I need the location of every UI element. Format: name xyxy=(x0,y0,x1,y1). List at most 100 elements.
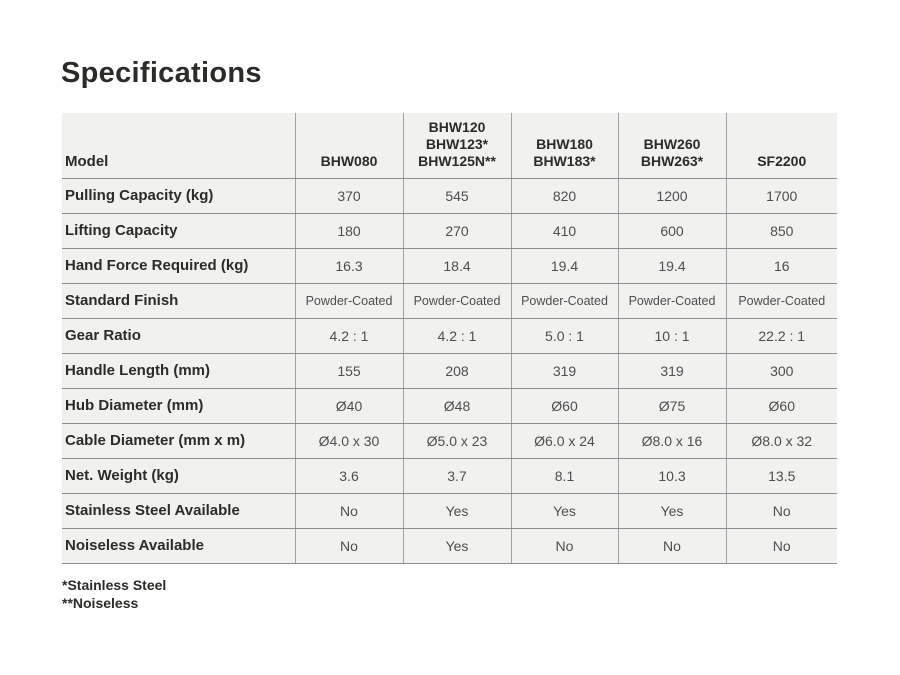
spec-row-label: Stainless Steel Available xyxy=(62,493,295,529)
model-header-cell: Model xyxy=(62,113,295,179)
spec-value-cell: 319 xyxy=(617,353,726,389)
spec-row-label: Hub Diameter (mm) xyxy=(62,388,295,424)
spec-value-cell: 319 xyxy=(510,353,618,389)
product-header-cell: SF2200 xyxy=(725,113,837,179)
spec-value-cell: Yes xyxy=(402,493,511,529)
spec-value-cell: Ø60 xyxy=(510,388,618,424)
spec-value-cell: Yes xyxy=(402,528,511,564)
spec-value-cell: 850 xyxy=(725,213,837,249)
model-name: BHW120 xyxy=(428,118,486,135)
spec-value-cell: 410 xyxy=(510,213,618,249)
spec-row-label: Hand Force Required (kg) xyxy=(62,248,295,284)
model-name: BHW125N** xyxy=(418,152,496,169)
spec-value-cell: 8.1 xyxy=(510,458,618,494)
spec-table-body: Pulling Capacity (kg) 370 545 820 1200 1700 Li… xyxy=(62,178,837,564)
spec-value-cell: 10 : 1 xyxy=(617,318,726,354)
model-name: BHW123* xyxy=(425,135,489,152)
spec-value-cell: 545 xyxy=(402,178,511,214)
spec-value-cell: Ø6.0 x 24 xyxy=(510,423,618,459)
spec-value-cell: 3.6 xyxy=(294,458,403,494)
page-title: Specifications xyxy=(61,57,262,89)
footnotes: *Stainless Steel **Noiseless xyxy=(62,576,166,612)
spec-row: Noiseless Available No Yes No No No xyxy=(62,528,837,564)
spec-value-cell: Yes xyxy=(510,493,618,529)
spec-value-cell: 300 xyxy=(725,353,837,389)
spec-value-cell: 10.3 xyxy=(617,458,726,494)
footnote-stainless-steel: *Stainless Steel xyxy=(62,577,167,593)
spec-value-cell: 600 xyxy=(617,213,726,249)
spec-value-cell: No xyxy=(294,528,403,564)
spec-value-cell: 16.3 xyxy=(294,248,403,284)
spec-row: Gear Ratio 4.2 : 1 4.2 : 1 5.0 : 1 10 : 1 22.… xyxy=(62,318,837,354)
product-header-cell: BHW260 BHW263* xyxy=(617,113,726,179)
spec-value-cell: 13.5 xyxy=(725,458,837,494)
spec-value-cell: 4.2 : 1 xyxy=(294,318,403,354)
footnote-noiseless: **Noiseless xyxy=(62,595,139,611)
model-name: BHW080 xyxy=(320,152,378,169)
spec-row: Hub Diameter (mm) Ø40 Ø48 Ø60 Ø75 Ø60 xyxy=(62,388,837,424)
spec-value-cell: 1200 xyxy=(617,178,726,214)
spec-row: Cable Diameter (mm x m) Ø4.0 x 30 Ø5.0 x 2… xyxy=(62,423,837,459)
spec-value-cell: Ø48 xyxy=(402,388,511,424)
spec-value-cell: 1700 xyxy=(725,178,837,214)
spec-value-cell: Ø8.0 x 16 xyxy=(617,423,726,459)
spec-value-cell: 4.2 : 1 xyxy=(402,318,511,354)
spec-value-cell: Powder-Coated xyxy=(294,283,403,319)
spec-value-cell: 19.4 xyxy=(617,248,726,284)
spec-row: Net. Weight (kg) 3.6 3.7 8.1 10.3 13.5 xyxy=(62,458,837,494)
spec-row: Pulling Capacity (kg) 370 545 820 1200 1700 xyxy=(62,178,837,214)
spec-value-cell: Ø8.0 x 32 xyxy=(725,423,837,459)
spec-value-cell: Powder-Coated xyxy=(510,283,618,319)
spec-row: Handle Length (mm) 155 208 319 319 300 xyxy=(62,353,837,389)
spec-value-cell: 370 xyxy=(294,178,403,214)
spec-value-cell: 16 xyxy=(725,248,837,284)
spec-value-cell: 5.0 : 1 xyxy=(510,318,618,354)
spec-row-label: Net. Weight (kg) xyxy=(62,458,295,494)
model-name: BHW263* xyxy=(640,152,704,169)
spec-row: Lifting Capacity 180 270 410 600 850 xyxy=(62,213,837,249)
spec-value-cell: Ø75 xyxy=(617,388,726,424)
spec-value-cell: 3.7 xyxy=(402,458,511,494)
specifications-table: Model BHW080 BHW120 BHW123* BHW125N** BHW180… xyxy=(62,113,837,564)
spec-row-label: Noiseless Available xyxy=(62,528,295,564)
spec-value-cell: Powder-Coated xyxy=(617,283,726,319)
spec-value-cell: 18.4 xyxy=(402,248,511,284)
spec-row: Hand Force Required (kg) 16.3 18.4 19.4 19.4… xyxy=(62,248,837,284)
spec-value-cell: 22.2 : 1 xyxy=(725,318,837,354)
product-header-cell: BHW080 xyxy=(294,113,403,179)
spec-row-label: Lifting Capacity xyxy=(62,213,295,249)
spec-value-cell: No xyxy=(294,493,403,529)
spec-value-cell: Ø40 xyxy=(294,388,403,424)
spec-row-label: Pulling Capacity (kg) xyxy=(62,178,295,214)
spec-row-label: Gear Ratio xyxy=(62,318,295,354)
spec-value-cell: Ø4.0 x 30 xyxy=(294,423,403,459)
spec-row-label: Handle Length (mm) xyxy=(62,353,295,389)
spec-row: Stainless Steel Available No Yes Yes Yes No xyxy=(62,493,837,529)
spec-row-label: Standard Finish xyxy=(62,283,295,319)
spec-value-cell: No xyxy=(617,528,726,564)
spec-value-cell: Ø60 xyxy=(725,388,837,424)
spec-row: Standard Finish Powder-Coated Powder-Coate… xyxy=(62,283,837,319)
model-name: BHW180 xyxy=(536,135,593,152)
model-name: BHW183* xyxy=(533,152,596,169)
spec-value-cell: 820 xyxy=(510,178,618,214)
model-name: SF2200 xyxy=(757,152,807,169)
spec-value-cell: Powder-Coated xyxy=(725,283,837,319)
spec-value-cell: Yes xyxy=(617,493,726,529)
spec-table-wrap: Model BHW080 BHW120 BHW123* BHW125N** BHW180… xyxy=(62,113,837,564)
product-header-cell: BHW180 BHW183* xyxy=(510,113,618,179)
spec-row-label: Cable Diameter (mm x m) xyxy=(62,423,295,459)
spec-value-cell: Powder-Coated xyxy=(402,283,511,319)
model-name: BHW260 xyxy=(643,135,701,152)
header-row: Model BHW080 BHW120 BHW123* BHW125N** BHW180… xyxy=(62,113,837,179)
spec-value-cell: 19.4 xyxy=(510,248,618,284)
spec-value-cell: Ø5.0 x 23 xyxy=(402,423,511,459)
spec-value-cell: No xyxy=(510,528,618,564)
spec-value-cell: 180 xyxy=(294,213,403,249)
spec-value-cell: 208 xyxy=(402,353,511,389)
spec-value-cell: 155 xyxy=(294,353,403,389)
spec-value-cell: No xyxy=(725,493,837,529)
product-header-cell: BHW120 BHW123* BHW125N** xyxy=(402,113,511,179)
spec-value-cell: 270 xyxy=(402,213,511,249)
